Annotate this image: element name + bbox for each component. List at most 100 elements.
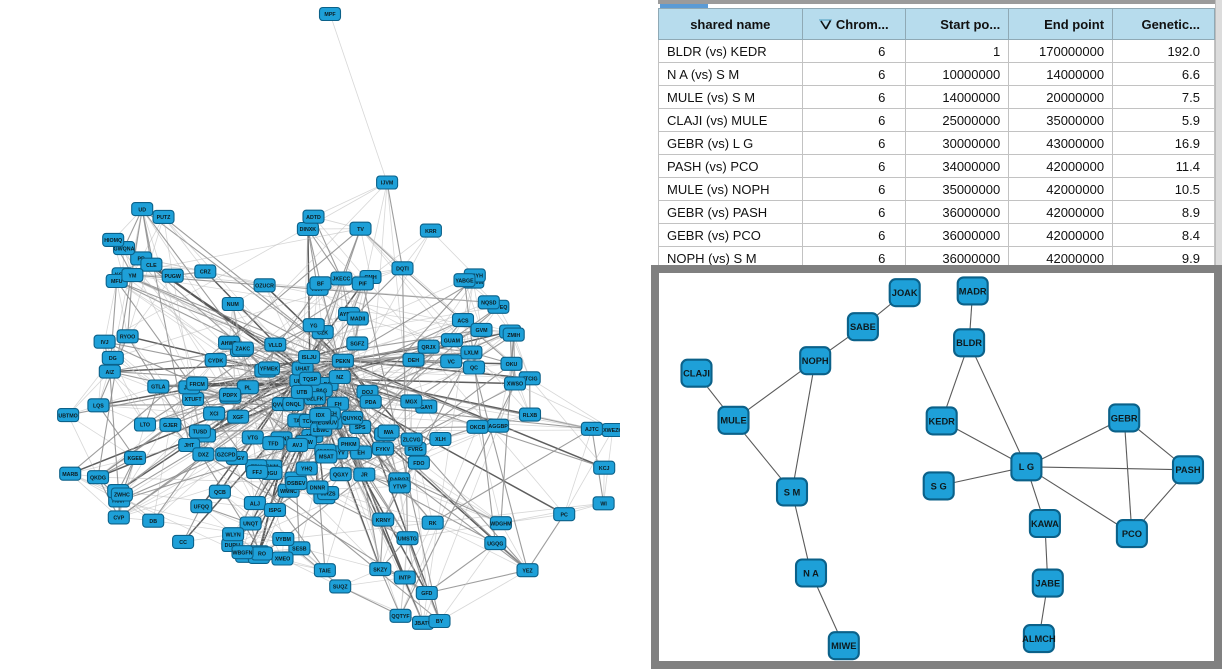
svg-text:GEBR: GEBR <box>1111 413 1138 423</box>
svg-text:GVM: GVM <box>475 328 488 334</box>
svg-text:DINXK: DINXK <box>300 227 317 233</box>
svg-text:XLH: XLH <box>435 437 446 443</box>
svg-text:OZUCR: OZUCR <box>255 284 274 290</box>
svg-text:WLYN: WLYN <box>226 532 241 538</box>
svg-text:DQTI: DQTI <box>396 267 409 273</box>
svg-text:PL: PL <box>245 385 253 391</box>
svg-text:PIF: PIF <box>359 282 368 288</box>
svg-text:MIWE: MIWE <box>831 641 856 651</box>
svg-text:XMEO: XMEO <box>275 557 291 563</box>
svg-text:CC: CC <box>179 540 187 546</box>
svg-text:YABGE: YABGE <box>455 278 474 284</box>
svg-text:OKU: OKU <box>506 362 518 368</box>
svg-text:N A: N A <box>803 568 819 578</box>
svg-text:NQSD: NQSD <box>481 301 496 307</box>
svg-text:ZAKC: ZAKC <box>236 347 251 353</box>
svg-text:FVRG: FVRG <box>408 447 423 453</box>
svg-text:BLDR: BLDR <box>956 338 982 348</box>
svg-text:S G: S G <box>931 481 947 491</box>
svg-text:VYBM: VYBM <box>276 537 292 543</box>
svg-text:QQTYF: QQTYF <box>391 614 410 620</box>
svg-text:DB: DB <box>149 519 157 525</box>
svg-text:ZWHC: ZWHC <box>114 493 130 499</box>
svg-text:CVP: CVP <box>113 516 124 522</box>
svg-text:MSAT: MSAT <box>319 455 334 461</box>
svg-text:DSBEV: DSBEV <box>287 481 306 487</box>
svg-text:GZCPD: GZCPD <box>217 453 236 459</box>
svg-text:PCO: PCO <box>1122 529 1142 539</box>
svg-text:TQSP: TQSP <box>303 377 318 383</box>
svg-text:DNNR: DNNR <box>310 486 325 492</box>
svg-text:PUGW: PUGW <box>164 274 180 280</box>
svg-text:QGXY: QGXY <box>333 472 349 478</box>
svg-text:XTUFT: XTUFT <box>185 397 203 403</box>
svg-text:CRZ: CRZ <box>200 270 212 276</box>
svg-text:TAIE: TAIE <box>319 568 331 574</box>
svg-text:XWEZK: XWEZK <box>603 428 620 434</box>
svg-text:JOAK: JOAK <box>892 288 918 298</box>
svg-text:HIOMQ: HIOMQ <box>104 238 122 244</box>
svg-text:RLXB: RLXB <box>523 413 538 419</box>
svg-text:KRR: KRR <box>425 229 437 235</box>
svg-text:RO: RO <box>258 552 266 558</box>
svg-text:QKDG: QKDG <box>90 475 106 481</box>
svg-text:QUYKQ: QUYKQ <box>342 416 361 422</box>
svg-text:TFD: TFD <box>268 441 278 447</box>
svg-text:L G: L G <box>1019 462 1034 472</box>
svg-text:SUQZ: SUQZ <box>333 585 348 591</box>
svg-text:ACS: ACS <box>457 318 469 324</box>
svg-text:SESB: SESB <box>292 547 307 553</box>
svg-text:UMSTG: UMSTG <box>398 536 417 542</box>
svg-text:AVJ: AVJ <box>292 443 302 449</box>
svg-text:ZMIH: ZMIH <box>507 333 520 339</box>
svg-text:XCI: XCI <box>210 412 219 418</box>
svg-text:UBTMO: UBTMO <box>58 413 77 419</box>
svg-text:NUM: NUM <box>227 302 240 308</box>
svg-text:SKZY: SKZY <box>373 567 388 573</box>
svg-text:NOPH: NOPH <box>802 356 829 366</box>
svg-text:PEKN: PEKN <box>336 359 351 365</box>
svg-text:DXZ: DXZ <box>198 453 209 459</box>
svg-text:MARB: MARB <box>62 472 78 478</box>
svg-text:DEH: DEH <box>408 358 419 364</box>
svg-text:GFD: GFD <box>421 591 432 597</box>
svg-text:WI: WI <box>600 502 607 508</box>
svg-text:LTO: LTO <box>140 423 150 429</box>
svg-text:OKCB: OKCB <box>470 425 486 431</box>
svg-text:IJVM: IJVM <box>381 181 394 187</box>
svg-text:SABE: SABE <box>850 322 876 332</box>
svg-text:ALJ: ALJ <box>250 501 260 507</box>
svg-text:PDA: PDA <box>365 400 376 406</box>
svg-text:ONQL: ONQL <box>286 402 302 408</box>
svg-text:SPS: SPS <box>355 425 366 431</box>
svg-text:WBGFN: WBGFN <box>232 550 252 556</box>
svg-text:IVJ: IVJ <box>101 340 109 346</box>
svg-text:KRNY: KRNY <box>376 518 391 524</box>
svg-text:ISLJU: ISLJU <box>302 355 317 361</box>
svg-text:FDO: FDO <box>413 461 424 467</box>
svg-text:UNQT: UNQT <box>243 522 259 528</box>
svg-text:VTG: VTG <box>247 436 258 442</box>
svg-text:YFMEK: YFMEK <box>260 367 279 373</box>
svg-text:KEDR: KEDR <box>929 416 956 426</box>
svg-text:ALMCH: ALMCH <box>1022 634 1056 644</box>
svg-text:JKECC: JKECC <box>332 277 350 283</box>
svg-text:KAWA: KAWA <box>1031 519 1059 529</box>
svg-text:UTB: UTB <box>296 390 307 396</box>
svg-text:ISPG: ISPG <box>269 508 282 514</box>
svg-text:FYKV: FYKV <box>376 447 391 453</box>
svg-text:IDX: IDX <box>316 413 325 419</box>
svg-text:ZLCVG: ZLCVG <box>403 438 421 444</box>
svg-text:SGFZ: SGFZ <box>350 342 365 348</box>
svg-text:YHQ: YHQ <box>301 467 312 473</box>
svg-text:TV: TV <box>357 227 364 233</box>
svg-text:FFJ: FFJ <box>252 470 261 476</box>
svg-text:DG: DG <box>109 356 117 362</box>
svg-text:RK: RK <box>429 521 437 527</box>
svg-text:GUAM: GUAM <box>444 338 461 344</box>
svg-text:UFQQ: UFQQ <box>194 504 209 510</box>
svg-text:WDGHM: WDGHM <box>490 521 512 527</box>
svg-text:KCJ: KCJ <box>599 466 610 472</box>
svg-text:RYOO: RYOO <box>120 335 135 341</box>
svg-text:ADTD: ADTD <box>306 215 321 221</box>
